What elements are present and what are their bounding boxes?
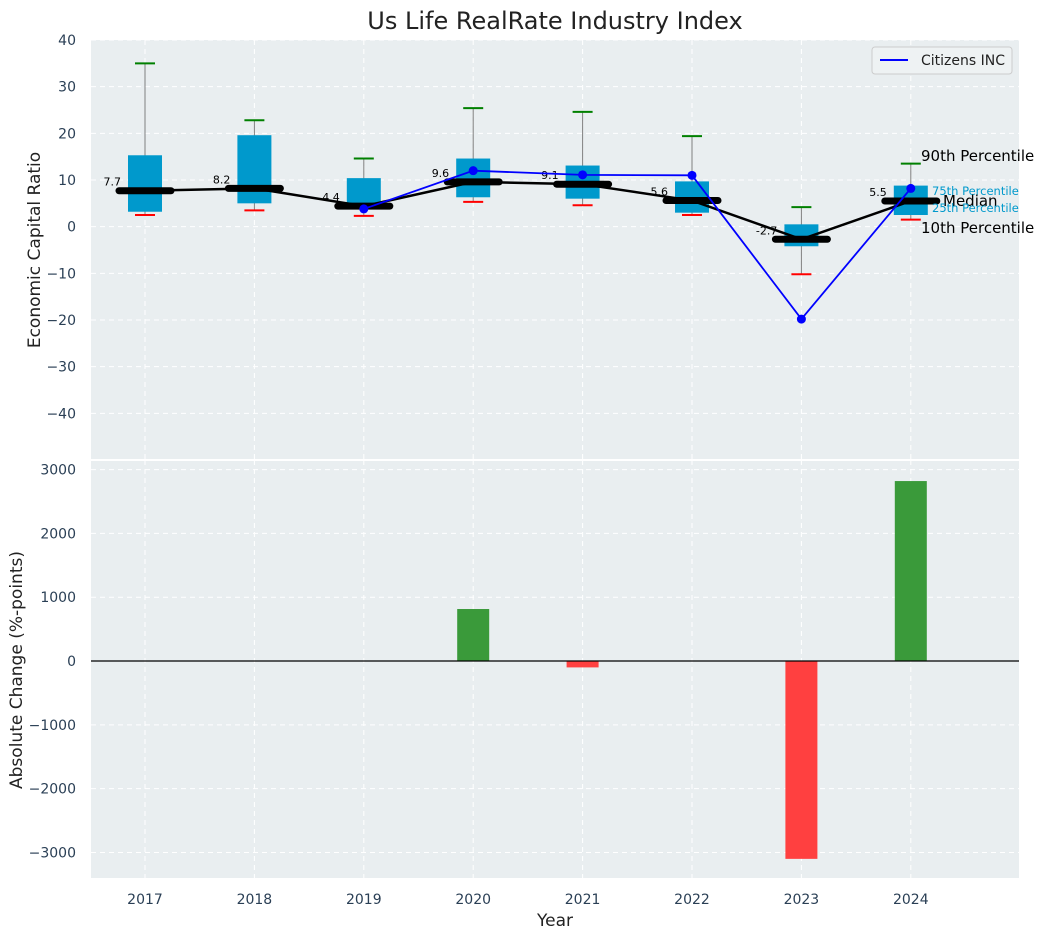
legend: Citizens INC — [871, 46, 1013, 75]
bottom-y-tick-label: 1000 — [40, 590, 76, 606]
top-marks: 7.7 8.2 4.4 9.6 9.1 5.6 -2.7 5.5 — [104, 62, 941, 324]
median-value-label: 7.7 — [104, 176, 122, 189]
top-y-tick-label: −40 — [46, 406, 76, 422]
top-y-tick-labels: −40 −30 −20 −10 0 10 20 30 40 — [46, 33, 76, 422]
iqr-box — [675, 181, 709, 213]
citizens-inc-point — [906, 183, 916, 193]
x-tick-label: 2017 — [127, 892, 163, 908]
legend-box — [871, 46, 1013, 75]
x-tick-label: 2019 — [346, 892, 382, 908]
bottom-y-axis-label: Absolute Change (%-points) — [7, 551, 27, 789]
bottom-y-tick-label: −2000 — [29, 782, 76, 798]
top-panel-background — [91, 40, 1019, 460]
bottom-y-tick-label: −1000 — [29, 718, 76, 734]
median-value-label: 5.5 — [869, 186, 887, 199]
top-y-tick-label: 30 — [58, 80, 76, 96]
x-axis-label: Year — [536, 911, 573, 931]
iqr-box — [237, 135, 272, 204]
bottom-marks — [91, 481, 1019, 859]
citizens-inc-point — [578, 170, 588, 180]
top-y-axis-label: Economic Capital Ratio — [25, 152, 45, 348]
bottom-y-tick-label: −3000 — [29, 845, 76, 861]
x-tick-label: 2023 — [784, 892, 820, 908]
top-y-tick-label: −10 — [46, 266, 76, 282]
median-value-label: 5.6 — [651, 186, 669, 199]
x-tick-label: 2018 — [237, 892, 273, 908]
citizens-inc-point — [359, 204, 369, 214]
citizens-inc-point — [796, 314, 806, 324]
x-tick-label: 2020 — [455, 892, 491, 908]
top-y-tick-label: −20 — [46, 313, 76, 329]
annotation-90th-percentile: 90th Percentile — [921, 147, 1034, 165]
top-y-tick-label: 20 — [58, 126, 76, 142]
citizens-inc-point — [468, 166, 478, 176]
bottom-y-tick-labels: −3000 −2000 −1000 0 1000 2000 3000 — [29, 463, 76, 862]
bottom-y-tick-label: 0 — [67, 654, 76, 670]
bottom-y-tick-label: 2000 — [40, 526, 76, 542]
top-y-tick-label: 40 — [58, 33, 76, 49]
x-tick-label: 2022 — [674, 892, 710, 908]
top-grid — [91, 39, 1019, 460]
change-bar — [785, 661, 818, 859]
citizens-inc-line — [363, 169, 912, 321]
annotation-median: Median — [943, 192, 998, 210]
x-tick-labels: 2017 2018 2019 2020 2021 2022 2023 2024 — [127, 892, 929, 908]
median-value-label: -2.7 — [756, 224, 777, 237]
chart-title: Us Life RealRate Industry Index — [367, 7, 742, 35]
iqr-box — [456, 158, 491, 198]
change-bar — [894, 481, 927, 662]
change-bar — [566, 661, 599, 668]
median-value-label: 8.2 — [213, 173, 231, 186]
median-value-label: 9.1 — [541, 169, 559, 182]
annotation-10th-percentile: 10th Percentile — [921, 219, 1034, 237]
citizens-inc-point — [687, 170, 697, 180]
median-value-label: 4.4 — [322, 191, 340, 204]
annotation-75th-percentile: 75th Percentile — [932, 184, 1019, 198]
top-y-tick-label: −30 — [46, 360, 76, 376]
iqr-box — [128, 155, 162, 212]
top-y-tick-label: 10 — [58, 173, 76, 189]
bottom-y-tick-label: 3000 — [40, 463, 76, 479]
bottom-panel-background — [91, 460, 1019, 878]
median-value-label: 9.6 — [432, 167, 450, 180]
change-bar — [457, 609, 490, 662]
top-y-tick-label: 0 — [67, 220, 76, 236]
annotation-25th-percentile: 25th Percentile — [932, 201, 1019, 215]
legend-label-citizens-inc: Citizens INC — [921, 53, 1005, 69]
x-tick-label: 2024 — [893, 892, 929, 908]
x-tick-label: 2021 — [565, 892, 601, 908]
